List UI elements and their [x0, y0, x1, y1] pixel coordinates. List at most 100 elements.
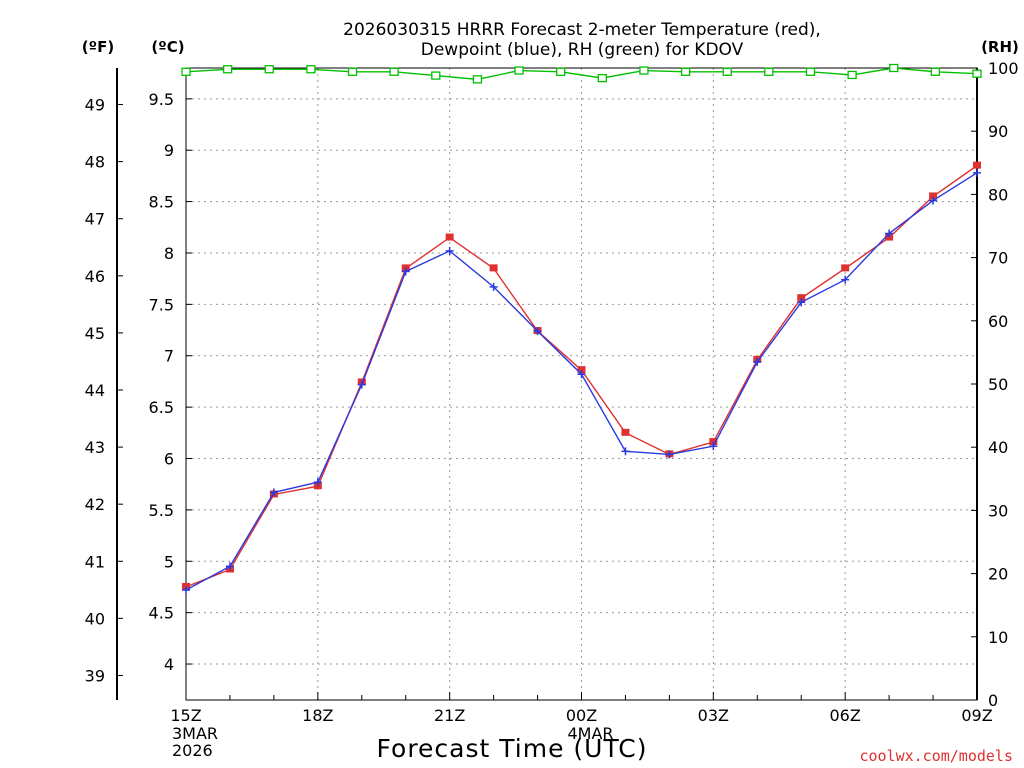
dewpoint-point [269, 488, 278, 497]
celsius-tick-label: 6 [164, 450, 174, 469]
rh-tick-label: 10 [988, 628, 1008, 647]
rh-point [514, 66, 524, 75]
tick-labels-layer: 4 4.5 5 5.5 6 6.5 7 7.5 8 8.5 9 9.5 39 40 41 42 43 44 45 46… [85, 59, 1019, 760]
rh-point [639, 66, 649, 75]
temperature-point [489, 264, 498, 272]
celsius-tick-label: 7 [164, 347, 174, 366]
rh-point [805, 67, 816, 76]
rh-point [222, 65, 233, 74]
rh-tick-label: 0 [988, 691, 998, 710]
temperature-point [973, 161, 981, 169]
rh-point [306, 65, 316, 74]
chart-subtitle: Dewpoint (blue), RH (green) for KDOV [421, 40, 744, 60]
celsius-tick-label: 9 [164, 141, 174, 160]
rh-point [597, 73, 607, 83]
temperature-point [577, 366, 586, 374]
celsius-tick-label: 5.5 [149, 501, 174, 520]
x-date-label: 4MAR [568, 724, 614, 743]
dewpoint-point [533, 327, 542, 336]
rh-tick-label: 90 [988, 122, 1008, 141]
rh-tick-label: 20 [988, 565, 1008, 584]
rh-point [972, 69, 982, 78]
x-tick-label: 03Z [698, 706, 729, 725]
temperature-point [929, 192, 938, 200]
rh-point [431, 71, 441, 80]
fahrenheit-tick-label: 47 [85, 210, 105, 229]
rh-tick-label: 100 [988, 59, 1019, 78]
rh-point [847, 70, 857, 80]
dewpoint-point [797, 298, 806, 307]
dewpoint-point [401, 267, 410, 276]
dewpoint-point [753, 357, 762, 366]
fahrenheit-tick-label: 46 [85, 267, 105, 286]
rh-tick-label: 60 [988, 312, 1008, 331]
celsius-tick-label: 9.5 [149, 90, 174, 109]
celsius-tick-label: 6.5 [149, 398, 174, 417]
dewpoint-point [313, 478, 322, 487]
rh-unit-label: (RH) [981, 38, 1019, 56]
rh-tick-label: 30 [988, 501, 1008, 520]
dewpoint-point [665, 450, 674, 459]
x-tick-label: 06Z [830, 706, 861, 725]
temperature-point [841, 264, 850, 272]
rh-line [185, 67, 978, 81]
grid-layer [186, 68, 977, 700]
rh-point [264, 65, 274, 74]
fahrenheit-tick-label: 41 [85, 552, 105, 571]
dewpoint-point [489, 282, 498, 291]
x-date-label: 3MAR [172, 724, 218, 743]
celsius-tick-label: 4.5 [149, 604, 174, 623]
fahrenheit-tick-label: 49 [85, 96, 105, 115]
rh-tick-label: 40 [988, 438, 1008, 457]
x-axis-label: Forecast Time (UTC) [377, 734, 648, 763]
dewpoint-point [841, 275, 850, 284]
dewpoint-point [357, 380, 366, 389]
dewpoint-point [973, 168, 981, 177]
x-tick-label: 15Z [170, 706, 201, 725]
temperature-point [445, 233, 454, 241]
dewpoint-point [621, 447, 630, 456]
x-date-label: 2026 [172, 741, 213, 760]
celsius-unit-label: (ºC) [151, 38, 184, 56]
rh-point [389, 67, 399, 76]
credit-text: coolwx.com/models [859, 747, 1013, 765]
fahrenheit-tick-label: 40 [85, 609, 105, 628]
fahrenheit-tick-label: 48 [85, 153, 105, 172]
fahrenheit-tick-label: 44 [85, 381, 105, 400]
temperature-point [797, 294, 806, 302]
temperature-point [709, 438, 718, 446]
fahrenheit-tick-label: 45 [85, 324, 105, 343]
dewpoint-point [182, 586, 190, 595]
celsius-tick-label: 7.5 [149, 295, 174, 314]
rh-point [930, 67, 941, 76]
fahrenheit-unit-label: (ºF) [82, 38, 114, 56]
dewpoint-point [577, 370, 586, 379]
dewpoint-point [929, 196, 938, 205]
series-layer [181, 63, 982, 595]
dewpoint-point [225, 562, 234, 571]
rh-point [556, 67, 566, 76]
rh-point [680, 67, 691, 76]
x-tick-label: 21Z [434, 706, 465, 725]
plot-frame [185, 67, 978, 701]
rh-tick-label: 80 [988, 185, 1008, 204]
fahrenheit-tick-label: 42 [85, 495, 105, 514]
x-tick-label: 00Z [566, 706, 597, 725]
rh-point [472, 75, 483, 84]
dewpoint-point [445, 246, 454, 255]
x-tick-label: 18Z [302, 706, 333, 725]
rh-point [764, 67, 774, 76]
rh-point [181, 67, 191, 76]
fahrenheit-tick-label: 39 [85, 666, 105, 685]
fahrenheit-tick-label: 43 [85, 438, 105, 457]
chart-title: 2026030315 HRRR Forecast 2-meter Tempera… [343, 20, 821, 40]
axes-layer [116, 67, 978, 701]
celsius-tick-label: 4 [164, 655, 174, 674]
celsius-tick-label: 5 [164, 552, 174, 571]
celsius-tick-label: 8 [164, 244, 174, 263]
rh-tick-label: 70 [988, 249, 1008, 268]
rh-point [889, 63, 899, 73]
rh-point [722, 67, 732, 76]
dewpoint-point [885, 229, 894, 238]
